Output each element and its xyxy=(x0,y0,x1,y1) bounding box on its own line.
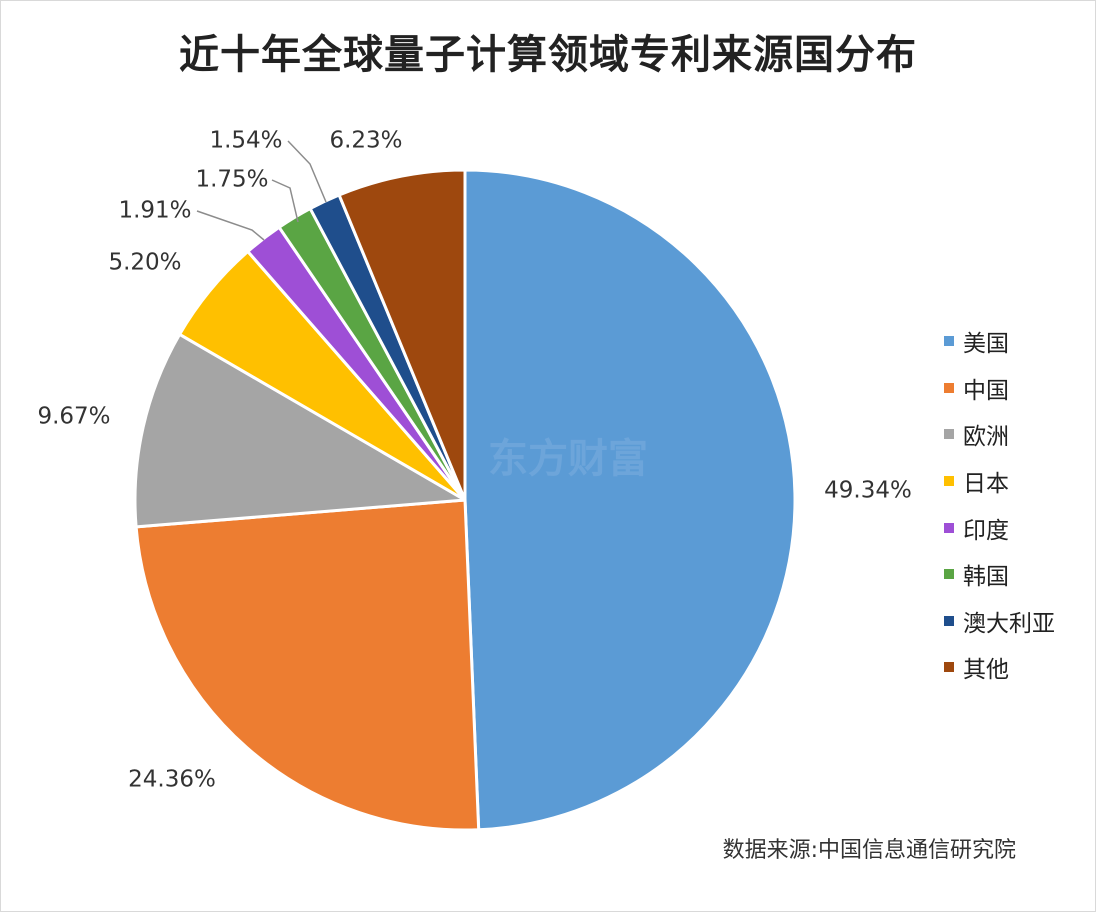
legend-label: 中国 xyxy=(963,377,1009,404)
leader-line xyxy=(271,179,299,223)
pie-slice-3 xyxy=(133,332,467,529)
leader-line xyxy=(196,210,265,241)
data-label: 49.34% xyxy=(824,478,912,504)
data-label: 1.75% xyxy=(195,167,268,193)
legend-swatch xyxy=(944,476,954,487)
legend-label: 日本 xyxy=(963,471,1009,498)
legend-item-india: 印度 xyxy=(944,504,1055,551)
legend-label: 美国 xyxy=(963,331,1009,358)
legend-label: 印度 xyxy=(963,517,1009,544)
leader-line xyxy=(287,140,327,203)
legend-label: 其他 xyxy=(963,657,1009,684)
pie-slice-2 xyxy=(134,498,481,832)
watermark: 东方财富 xyxy=(488,436,648,482)
legend-swatch xyxy=(944,429,954,440)
legend-label: 韩国 xyxy=(963,564,1009,591)
pie-slice-8 xyxy=(337,168,467,502)
legend-item-europe: 欧洲 xyxy=(944,411,1055,458)
pie-slice-1 xyxy=(463,168,797,832)
legend-swatch xyxy=(944,382,954,393)
legend-item-usa: 美国 xyxy=(944,318,1055,365)
legend-label: 欧洲 xyxy=(963,424,1009,451)
legend-item-australia: 澳大利亚 xyxy=(944,598,1055,645)
legend-label: 澳大利亚 xyxy=(963,610,1055,637)
data-label: 1.54% xyxy=(209,128,282,154)
legend: 美国 中国 欧洲 日本 印度 韩国 澳大利亚 其他 xyxy=(944,318,1055,691)
data-label: 5.20% xyxy=(108,250,181,276)
legend-item-korea: 韩国 xyxy=(944,551,1055,598)
legend-swatch xyxy=(944,662,954,673)
legend-swatch xyxy=(944,615,954,626)
data-label: 9.67% xyxy=(37,404,110,430)
legend-item-china: 中国 xyxy=(944,365,1055,412)
data-label: 1.91% xyxy=(118,198,191,224)
legend-item-japan: 日本 xyxy=(944,458,1055,505)
legend-swatch xyxy=(944,336,954,347)
data-source-note: 数据来源:中国信息通信研究院 xyxy=(722,838,1016,863)
chart-title: 近十年全球量子计算领域专利来源国分布 xyxy=(179,32,917,78)
data-label: 6.23% xyxy=(329,128,402,154)
legend-swatch xyxy=(944,522,954,533)
legend-swatch xyxy=(944,569,954,580)
legend-item-other: 其他 xyxy=(944,644,1055,691)
data-label: 24.36% xyxy=(128,767,216,793)
